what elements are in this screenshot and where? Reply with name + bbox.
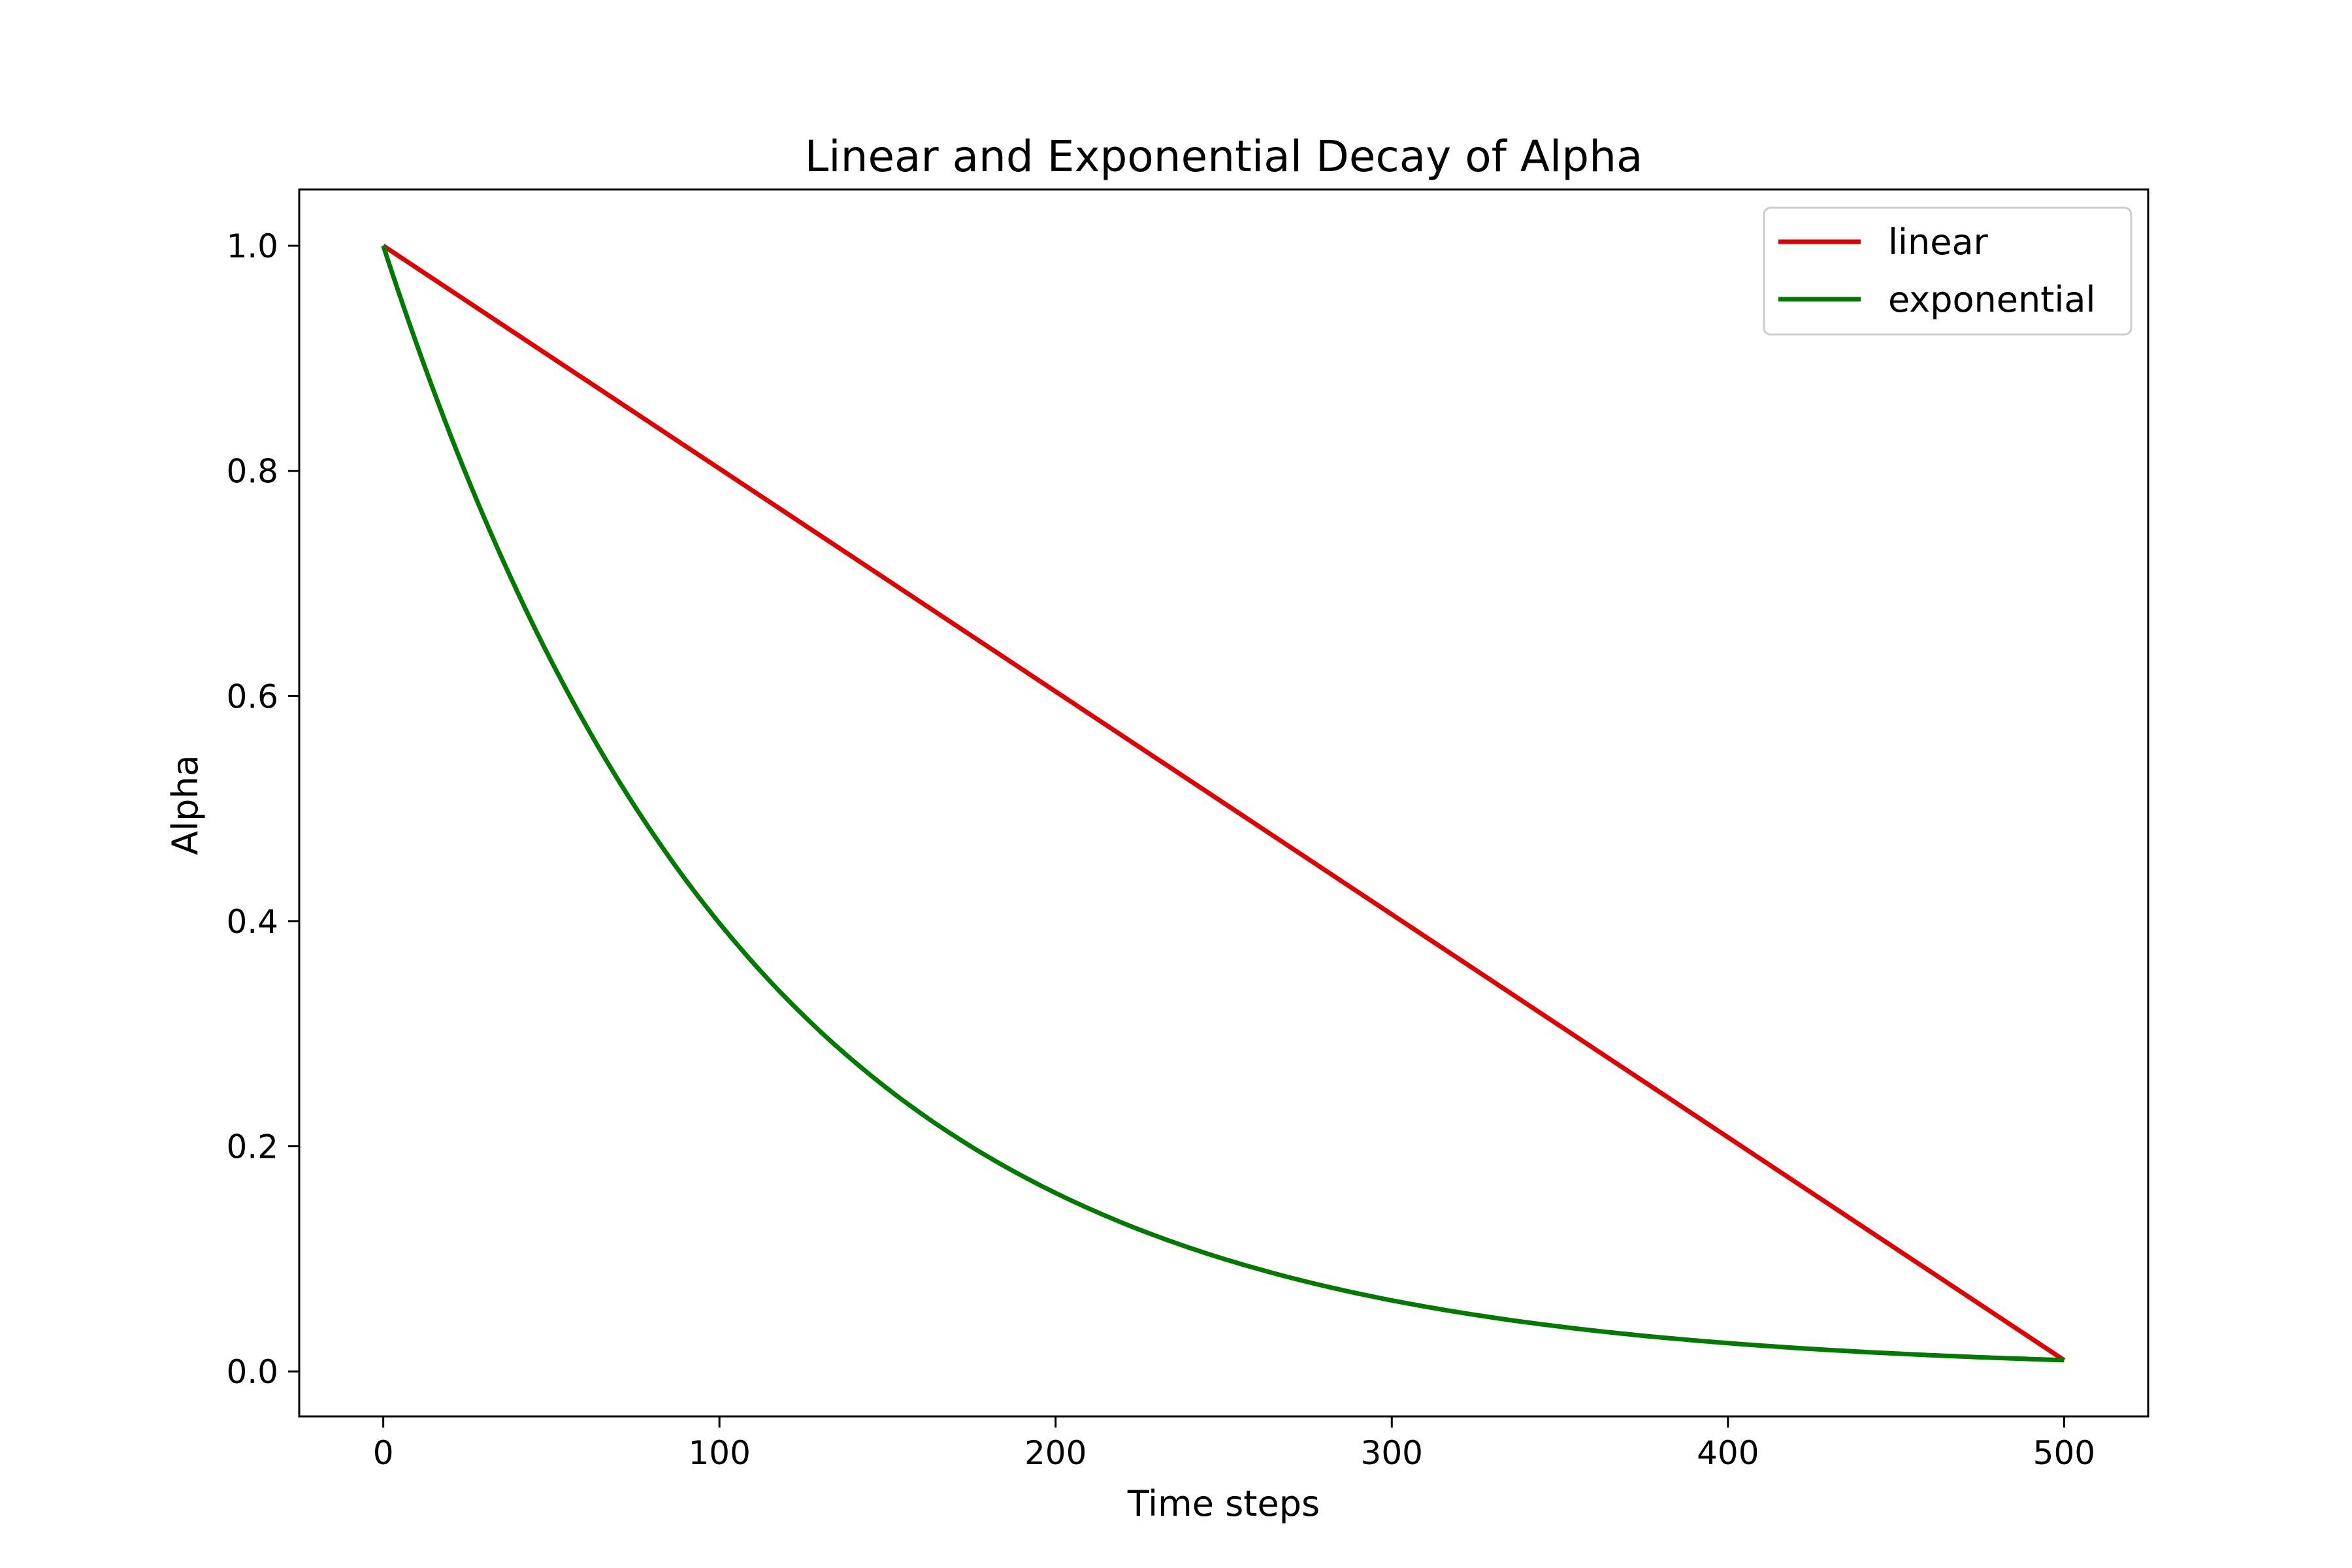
x-tick-label: 300	[1361, 1434, 1423, 1472]
x-tick-label: 400	[1697, 1434, 1759, 1472]
y-axis: 0.0 0.2 0.4 0.6 0.8 1.0	[226, 227, 299, 1391]
y-tick-label: 0.2	[226, 1128, 278, 1166]
y-tick-label: 1.0	[226, 227, 278, 265]
y-tick-label: 0.4	[226, 903, 278, 941]
x-tick-label: 100	[688, 1434, 750, 1472]
legend-label-exponential: exponential	[1888, 279, 2096, 320]
series-line-exponential	[381, 245, 2065, 1363]
series-line-linear	[382, 244, 2066, 1362]
x-tick-label: 500	[2033, 1434, 2095, 1472]
legend: linear exponential	[1763, 206, 2132, 336]
series-layer	[381, 244, 2066, 1363]
x-axis: 0 100 200 300 400 500	[373, 1416, 2095, 1472]
x-tick-label: 0	[373, 1434, 394, 1472]
plot-frame	[298, 188, 2149, 1418]
x-tick-label: 200	[1024, 1434, 1086, 1472]
y-tick-label: 0.6	[226, 678, 278, 715]
legend-label-linear: linear	[1888, 221, 1989, 263]
x-axis-label: Time steps	[1127, 1483, 1320, 1524]
y-axis-label: Alpha	[165, 755, 206, 855]
chart-title: Linear and Exponential Decay of Alpha	[805, 131, 1643, 182]
y-tick-label: 0.0	[226, 1353, 278, 1391]
y-tick-label: 0.8	[226, 453, 278, 491]
